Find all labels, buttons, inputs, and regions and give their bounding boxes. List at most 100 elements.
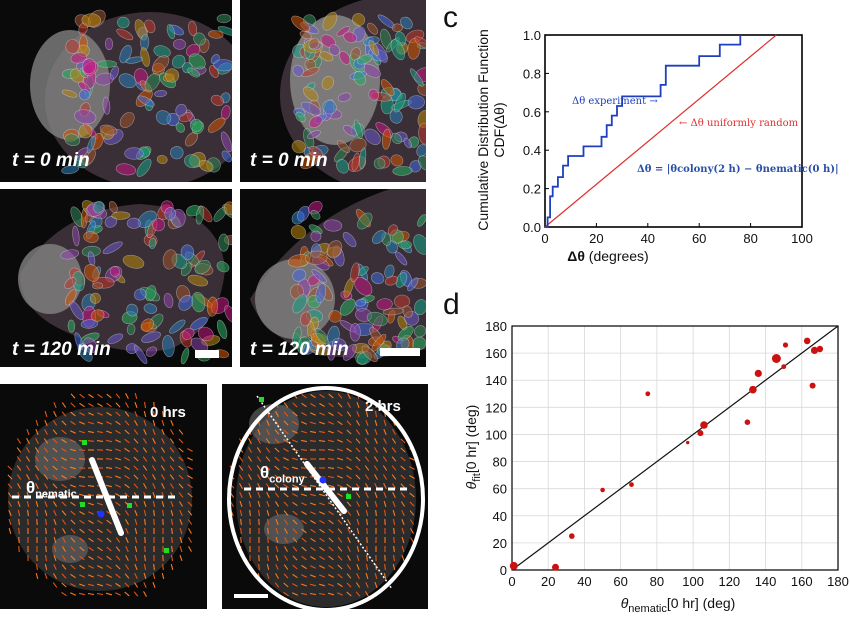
director-segment xyxy=(160,447,166,453)
director-segment xyxy=(178,438,184,444)
director-segment xyxy=(88,393,94,399)
scatter-point xyxy=(697,430,704,437)
segmented-cell xyxy=(322,100,337,115)
segmented-cell xyxy=(187,67,200,78)
director-segment xyxy=(364,447,370,453)
x-tick-label: 140 xyxy=(755,574,777,589)
director-segment xyxy=(328,412,334,416)
director-segment xyxy=(53,573,57,579)
x-tick-label: 160 xyxy=(791,574,813,589)
director-segment xyxy=(310,403,316,407)
segmented-cell xyxy=(387,224,398,236)
y-tick-label: 60 xyxy=(493,482,507,497)
director-segment xyxy=(17,492,21,498)
director-segment xyxy=(328,510,334,516)
segmented-cell xyxy=(64,289,77,306)
director-segment xyxy=(79,537,85,543)
director-segment xyxy=(61,591,67,597)
director-segment xyxy=(373,456,379,462)
x-tick-label: 80 xyxy=(650,574,664,589)
segmented-cell xyxy=(78,124,93,139)
segmented-cell xyxy=(308,115,323,128)
director-segment xyxy=(115,466,121,470)
director-segment xyxy=(391,456,397,462)
director-segment xyxy=(188,537,192,543)
segmented-cell xyxy=(193,32,206,46)
director-segment xyxy=(88,520,94,524)
director-segment xyxy=(327,592,335,596)
director-segment xyxy=(328,393,334,399)
director-segment xyxy=(383,500,387,508)
director-segment xyxy=(275,527,279,535)
director-segment xyxy=(301,528,307,534)
director-segment xyxy=(309,440,317,442)
director-segment xyxy=(115,537,121,543)
director-segment xyxy=(355,465,361,471)
director-segment xyxy=(133,438,139,444)
director-segment xyxy=(87,583,95,587)
director-segment xyxy=(328,564,334,570)
scatter-point xyxy=(810,346,819,354)
director-segment xyxy=(283,564,289,570)
theta-colony-label: θcolony xyxy=(260,463,305,486)
director-segment xyxy=(374,572,378,580)
director-segment xyxy=(187,466,193,470)
director-segment xyxy=(301,537,307,543)
segmented-cell xyxy=(217,26,232,36)
director-segment xyxy=(152,572,156,580)
director-segment xyxy=(292,555,298,561)
director-segment xyxy=(134,509,138,517)
director-segment xyxy=(78,421,86,425)
x-tick-label: 40 xyxy=(641,231,655,246)
director-segment xyxy=(355,483,361,489)
director-segment xyxy=(392,554,396,562)
segmented-cell xyxy=(337,92,352,102)
director-segment xyxy=(179,555,183,561)
director-segment xyxy=(257,509,261,517)
director-segment xyxy=(26,428,30,436)
segmented-cell xyxy=(175,103,187,117)
director-segment xyxy=(284,528,288,534)
director-segment xyxy=(275,510,279,516)
director-segment xyxy=(115,420,121,426)
director-segment xyxy=(401,518,405,526)
director-segment xyxy=(318,430,326,434)
director-segment xyxy=(356,573,360,579)
segmented-cell xyxy=(300,101,322,116)
segmented-cell xyxy=(180,244,195,261)
segmented-cell xyxy=(343,31,357,43)
segmented-cell xyxy=(64,277,77,289)
director-segment xyxy=(152,483,156,489)
segmented-cell xyxy=(303,86,319,102)
director-segment xyxy=(392,563,396,571)
director-segment xyxy=(238,465,244,471)
director-segment xyxy=(125,393,129,399)
director-segment xyxy=(409,475,415,479)
director-segment xyxy=(152,474,156,480)
director-segment xyxy=(328,430,334,434)
director-segment xyxy=(45,536,47,544)
director-segment xyxy=(283,582,289,588)
director-segment xyxy=(8,518,12,526)
director-segment xyxy=(374,438,378,444)
director-segment xyxy=(79,528,85,534)
director-segment xyxy=(249,509,251,517)
segmented-cell xyxy=(292,326,302,348)
director-segment xyxy=(61,483,67,489)
director-segment xyxy=(16,447,22,453)
director-segment xyxy=(96,574,104,578)
segmented-cell xyxy=(118,73,137,89)
director-segment xyxy=(115,411,121,417)
director-segment xyxy=(17,501,21,507)
director-segment xyxy=(134,501,138,507)
director-segment xyxy=(409,492,415,498)
director-segment xyxy=(124,438,130,444)
segmented-cell xyxy=(84,264,100,282)
director-segment xyxy=(178,447,184,453)
director-segment xyxy=(7,492,13,498)
director-segment xyxy=(301,393,307,399)
director-segment xyxy=(34,465,40,471)
director-segment xyxy=(25,456,31,462)
director-segment xyxy=(133,429,139,435)
segmented-cell xyxy=(102,241,123,255)
